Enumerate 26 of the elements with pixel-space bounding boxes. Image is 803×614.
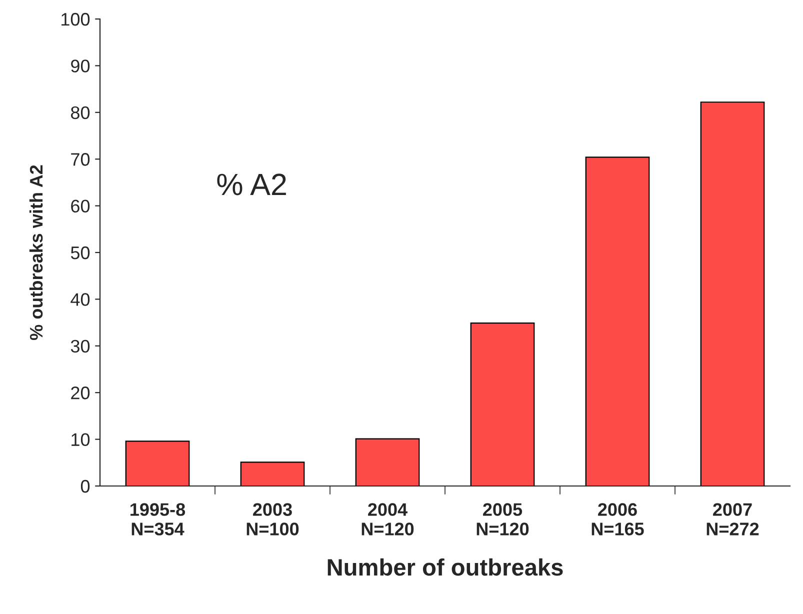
x-tick-label: 1995-8 N=354 bbox=[130, 503, 186, 536]
y-tick-label: 20 bbox=[71, 386, 90, 400]
y-tick-label: 80 bbox=[70, 106, 90, 120]
x-tick-label: 2004 N=120 bbox=[362, 503, 414, 536]
y-axis-title: % outbreaks with A2 bbox=[29, 165, 43, 340]
bar bbox=[240, 462, 305, 486]
bar bbox=[355, 438, 420, 486]
bar bbox=[585, 156, 650, 486]
y-tick-label: 70 bbox=[71, 153, 90, 166]
annotation: % A2 bbox=[217, 174, 286, 196]
y-tick-label: 60 bbox=[71, 200, 90, 213]
bar bbox=[470, 322, 535, 486]
x-tick-label: 2006 N=165 bbox=[592, 503, 644, 536]
y-tick-label: 0 bbox=[80, 480, 90, 493]
x-axis-title: Number of outbreaks bbox=[328, 558, 563, 576]
y-tick-label: 30 bbox=[70, 340, 90, 353]
y-tick-label: 90 bbox=[71, 60, 90, 72]
y-tick-label: 10 bbox=[72, 433, 90, 446]
x-tick-label: 2005 N=120 bbox=[476, 503, 529, 536]
y-tick-label: 50 bbox=[70, 246, 90, 260]
y-tick-label: 100 bbox=[62, 12, 90, 26]
y-tick-label: 40 bbox=[70, 293, 90, 306]
x-tick-label: 2007 N=272 bbox=[706, 503, 759, 536]
x-tick-label: 2003 N=100 bbox=[246, 503, 299, 536]
bar bbox=[125, 440, 190, 486]
bar bbox=[700, 102, 765, 486]
